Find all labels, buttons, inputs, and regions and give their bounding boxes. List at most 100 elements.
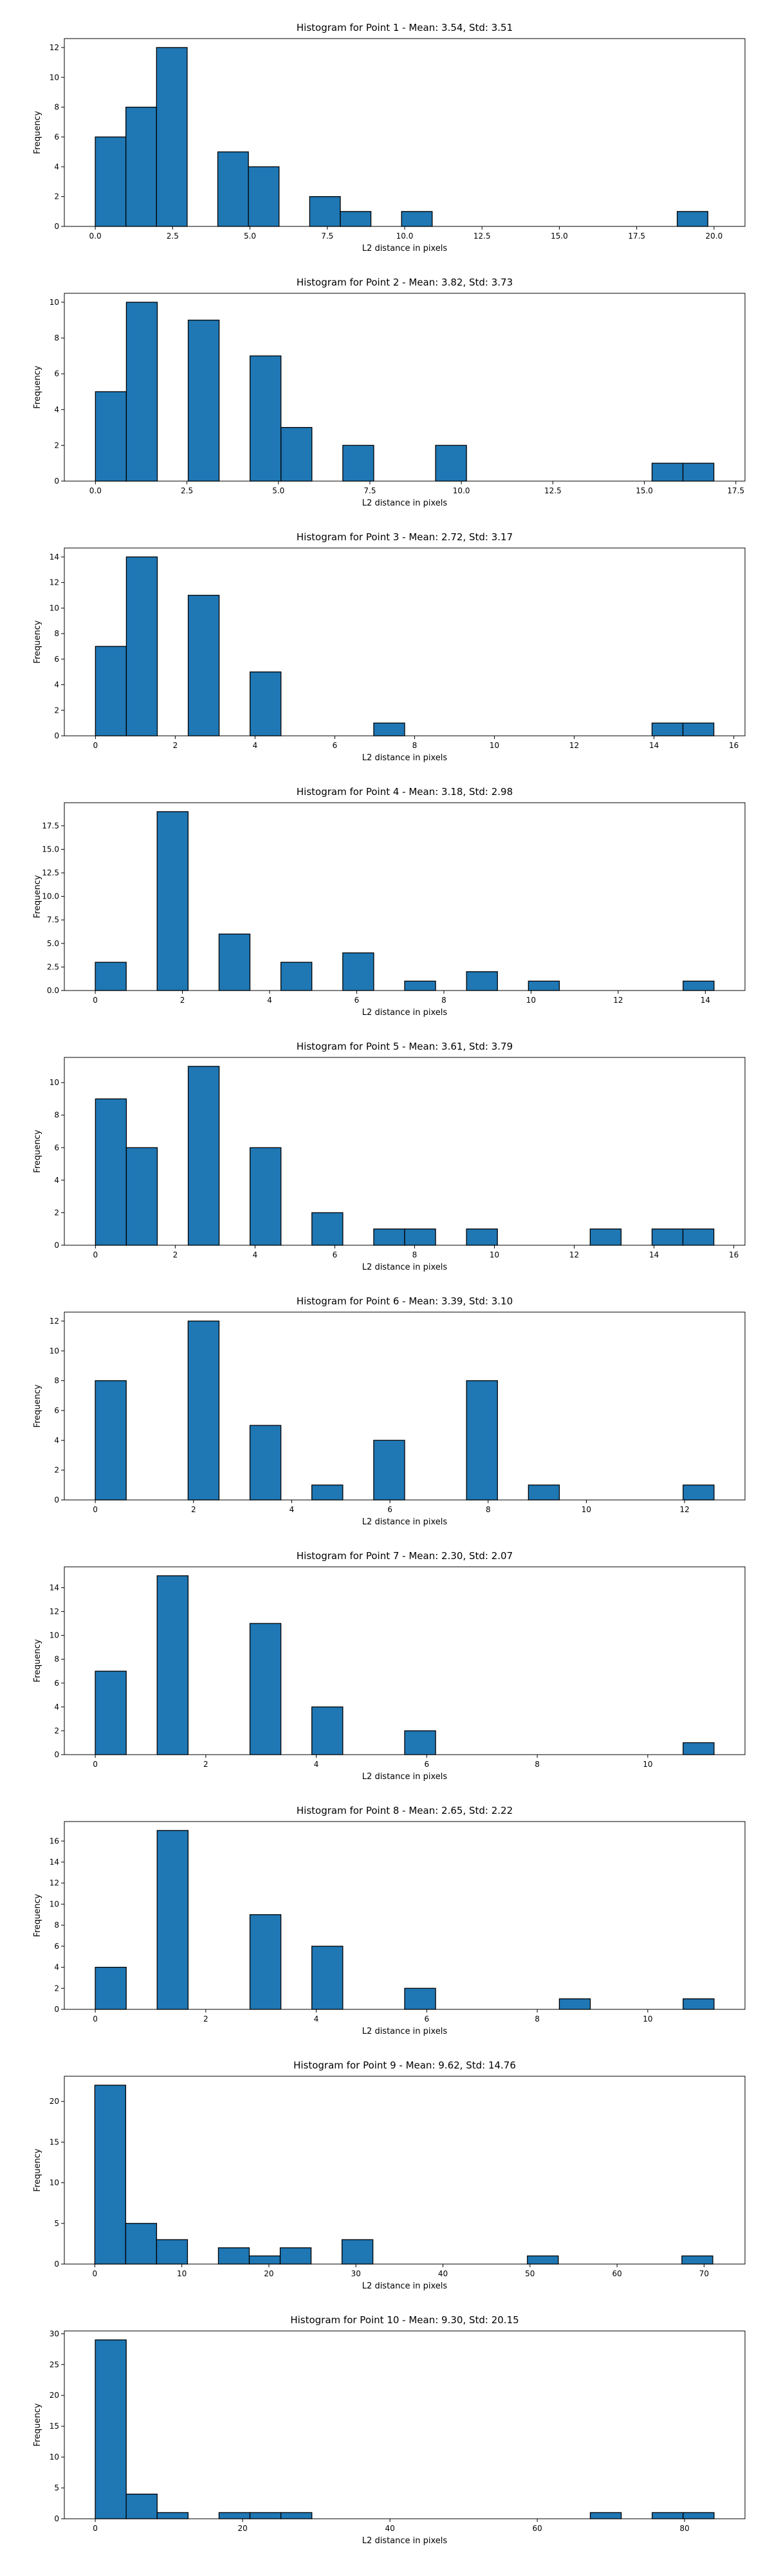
y-tick-label: 8	[54, 334, 59, 343]
y-tick-label: 0	[54, 2260, 59, 2269]
x-tick-label: 80	[679, 2524, 689, 2533]
y-tick-label: 15	[50, 2422, 59, 2431]
y-tick-label: 10	[50, 73, 59, 82]
x-tick-label: 14	[701, 996, 710, 1005]
x-tick-label: 10	[643, 2014, 652, 2023]
histogram-bar	[95, 136, 127, 227]
histogram-bar	[156, 811, 189, 991]
y-tick-label: 2	[54, 1726, 59, 1735]
x-tick-label: 12	[569, 1250, 579, 1259]
histogram-bar	[156, 1575, 189, 1755]
y-tick-label: 4	[54, 162, 59, 171]
plot-frame	[64, 2330, 746, 2519]
y-axis-label: Frequency	[33, 111, 42, 154]
y-tick-label: 0	[54, 477, 59, 486]
x-tick-label: 12	[613, 996, 623, 1005]
x-tick-label: 6	[354, 996, 360, 1005]
histogram-panel: Histogram for Point 9 - Mean: 9.62, Std:…	[33, 2060, 746, 2291]
y-tick-label: 14	[50, 1583, 59, 1592]
x-tick-label: 2.5	[167, 232, 179, 241]
x-tick-label: 2	[191, 1505, 196, 1514]
x-tick-label: 6	[425, 2014, 430, 2023]
y-tick-label: 12	[50, 578, 59, 587]
y-tick-label: 8	[54, 1111, 59, 1120]
x-tick-label: 40	[438, 2269, 448, 2278]
chart-title: Histogram for Point 9 - Mean: 9.62, Std:…	[293, 2060, 516, 2071]
histogram-bar	[373, 1439, 405, 1501]
histogram-panel: Histogram for Point 3 - Mean: 2.72, Std:…	[33, 531, 746, 763]
x-tick-label: 10	[582, 1505, 591, 1514]
histogram-bar	[373, 1229, 405, 1246]
y-axis-label: Frequency	[33, 875, 42, 918]
x-tick-label: 40	[385, 2524, 394, 2533]
chart-title: Histogram for Point 10 - Mean: 9.30, Std…	[290, 2314, 519, 2326]
histogram-panel: Histogram for Point 2 - Mean: 3.82, Std:…	[33, 277, 746, 508]
histogram-bar	[280, 426, 313, 482]
histogram-bar	[218, 2512, 251, 2519]
histogram-bar	[466, 1229, 498, 1246]
y-axis-label: Frequency	[33, 1129, 42, 1173]
x-tick-label: 12.5	[544, 486, 562, 495]
y-tick-label: 4	[54, 1963, 59, 1972]
y-tick-label: 0	[54, 731, 59, 740]
x-tick-label: 0	[93, 2524, 98, 2533]
histogram-bar	[404, 1229, 436, 1246]
y-tick-label: 12.5	[42, 868, 59, 877]
x-tick-label: 17.5	[727, 486, 744, 495]
x-tick-label: 7.5	[363, 486, 376, 495]
histogram-bar	[95, 962, 127, 991]
histogram-bar	[651, 1229, 684, 1246]
x-tick-label: 20	[237, 2524, 247, 2533]
histogram-bar	[683, 980, 715, 991]
plot-frame	[64, 2076, 746, 2265]
histogram-bar	[528, 1484, 560, 1501]
x-tick-label: 2	[173, 1250, 178, 1259]
x-tick-label: 0	[93, 2269, 98, 2278]
histogram-bar	[589, 1229, 622, 1246]
x-tick-label: 50	[525, 2269, 535, 2278]
plot-frame	[64, 1057, 746, 1246]
x-axis-label: L2 distance in pixels	[362, 2536, 448, 2546]
histogram-bar	[682, 1229, 715, 1246]
y-tick-label: 2	[54, 192, 59, 201]
chart-title: Histogram for Point 6 - Mean: 3.39, Std:…	[297, 1295, 513, 1307]
histogram-bar	[249, 1425, 282, 1501]
y-tick-label: 0	[54, 2005, 59, 2014]
x-tick-label: 4	[267, 996, 272, 1005]
histogram-bar	[683, 2512, 715, 2519]
histogram-bar	[250, 1147, 282, 1246]
histogram-bar	[95, 1098, 127, 1246]
histogram-bar	[466, 1380, 498, 1501]
x-tick-label: 12	[569, 741, 579, 750]
x-tick-label: 10	[490, 741, 499, 750]
x-tick-label: 14	[649, 1250, 659, 1259]
x-tick-label: 17.5	[628, 232, 645, 241]
histogram-bar	[652, 2512, 684, 2519]
histogram-panel: Histogram for Point 5 - Mean: 3.61, Std:…	[33, 1041, 746, 1272]
x-tick-label: 10	[177, 2269, 187, 2278]
x-tick-label: 0	[93, 1250, 98, 1259]
y-tick-label: 4	[54, 405, 59, 414]
histogram-bar	[95, 391, 127, 482]
y-tick-label: 2	[54, 1208, 59, 1217]
histogram-bar	[404, 1730, 436, 1755]
x-axis-label: L2 distance in pixels	[362, 1263, 448, 1272]
y-tick-label: 8	[54, 1655, 59, 1664]
y-tick-label: 6	[54, 655, 59, 664]
x-tick-label: 5.0	[244, 232, 256, 241]
histogram-bar	[311, 1946, 344, 2010]
chart-title: Histogram for Point 3 - Mean: 2.72, Std:…	[297, 531, 513, 543]
y-tick-label: 0	[54, 1241, 59, 1250]
x-tick-label: 4	[290, 1505, 295, 1514]
x-tick-label: 60	[612, 2269, 621, 2278]
histogram-panel: Histogram for Point 4 - Mean: 3.18, Std:…	[33, 786, 746, 1018]
histogram-bar	[95, 2339, 127, 2519]
x-tick-label: 20.0	[706, 232, 723, 241]
x-tick-label: 10	[526, 996, 536, 1005]
x-tick-label: 8	[535, 2014, 540, 2023]
x-tick-label: 0	[93, 1760, 98, 1769]
y-axis-label: Frequency	[33, 1894, 42, 1937]
plot-frame	[64, 293, 746, 482]
histogram-bar	[404, 980, 436, 991]
x-axis-label: L2 distance in pixels	[362, 1517, 448, 1527]
